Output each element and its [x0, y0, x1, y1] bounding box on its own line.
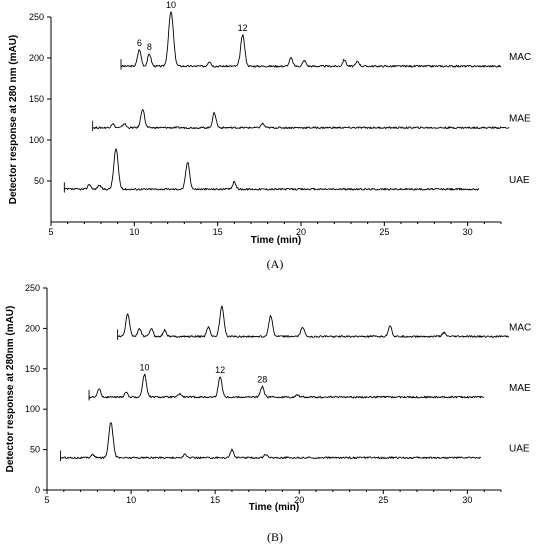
x-tick-label: 25	[378, 495, 388, 505]
series-trace-uae	[63, 148, 480, 193]
y-tick-label: 250	[29, 12, 44, 22]
y-tick-label: 100	[29, 135, 44, 145]
panel-a-label: (A)	[267, 257, 284, 271]
x-tick-label: 10	[126, 495, 136, 505]
y-tick-label: 50	[30, 445, 40, 455]
x-tick-label: 10	[129, 227, 139, 237]
y-tick-label: 200	[29, 53, 44, 63]
y-axis-title: Detector response at 280nm (mAU)	[5, 306, 16, 473]
y-tick-label: 150	[25, 364, 40, 374]
series-label-mac: MAC	[509, 322, 531, 333]
peak-label: 10	[166, 0, 176, 10]
series-label-uae: UAE	[509, 175, 530, 186]
x-tick-label: 15	[210, 495, 220, 505]
y-tick-label: 250	[25, 283, 40, 293]
x-axis-title: Time (min)	[251, 235, 301, 246]
y-tick-label: 0	[35, 485, 40, 495]
series-trace-mac	[120, 11, 502, 70]
series-label-mae: MAE	[509, 383, 531, 394]
series-trace-uae	[60, 422, 482, 462]
peak-label: 12	[238, 23, 248, 33]
panel-a-chart: 5 10 15 20 25 30 50 100 150 200 250 Time (min) Detec…	[8, 0, 531, 246]
panel-b-chart: 5 10 15 20 25 30 0 50 100 150 200 250 Time (min) Dete…	[5, 283, 531, 513]
peak-label: 10	[140, 362, 150, 372]
series-trace-mac	[117, 305, 510, 340]
peak-label: 6	[137, 38, 142, 48]
peak-label: 8	[147, 42, 152, 52]
panel-b-label: (B)	[267, 530, 283, 544]
x-tick-label: 25	[379, 227, 389, 237]
series-trace-mae	[92, 109, 510, 132]
y-tick-label: 50	[34, 176, 44, 186]
x-tick-label: 30	[463, 227, 473, 237]
x-tick-label: 5	[48, 227, 53, 237]
series-label-uae: UAE	[509, 444, 530, 455]
series-label-mac: MAC	[509, 52, 531, 63]
peak-label: 12	[215, 365, 225, 375]
x-axis-title: Time (min)	[249, 502, 299, 513]
y-tick-label: 150	[29, 94, 44, 104]
x-tick-label: 20	[294, 495, 304, 505]
x-tick-label: 15	[213, 227, 223, 237]
x-tick-label: 20	[296, 227, 306, 237]
series-label-mae: MAE	[509, 114, 531, 125]
y-tick-label: 200	[25, 323, 40, 333]
series-trace-mae	[88, 373, 485, 401]
x-tick-label: 5	[44, 495, 49, 505]
y-axis-title: Detector response at 280 nm (mAU)	[8, 35, 19, 205]
peak-label: 28	[257, 375, 267, 385]
y-tick-label: 100	[25, 404, 40, 414]
x-tick-label: 30	[462, 495, 472, 505]
